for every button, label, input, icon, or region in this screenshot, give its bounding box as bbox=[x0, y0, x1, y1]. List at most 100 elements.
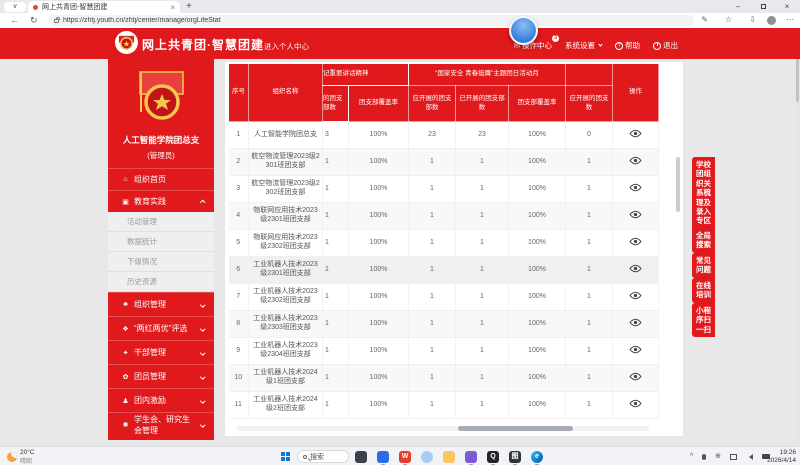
help-button[interactable]: ? 帮助 bbox=[615, 40, 640, 51]
done-count: 1 bbox=[455, 283, 509, 311]
address-bar[interactable]: https://zhtj.youth.cn/zhtj/center/manage… bbox=[48, 15, 694, 26]
coverage-1: 100% bbox=[348, 310, 409, 338]
view-detail-button[interactable] bbox=[612, 202, 659, 230]
sidebar-item[interactable]: ✿ 团员管理 bbox=[108, 364, 214, 388]
logout-button[interactable]: 退出 bbox=[653, 40, 678, 51]
reload-button[interactable]: ↻ bbox=[30, 15, 38, 25]
explorer-icon[interactable] bbox=[443, 451, 455, 463]
view-detail-button[interactable] bbox=[612, 283, 659, 311]
app-blue-icon[interactable] bbox=[377, 451, 389, 463]
extension-icon[interactable]: ✎ bbox=[701, 15, 708, 24]
browser-tab[interactable]: 网上共青团-智慧团建 × bbox=[28, 1, 180, 13]
favorites-star-icon[interactable]: ☆ bbox=[724, 15, 732, 24]
site-security-icon[interactable] bbox=[54, 16, 60, 23]
purple-app-icon[interactable] bbox=[465, 451, 477, 463]
due-count: 1 bbox=[408, 391, 456, 419]
view-detail-button[interactable] bbox=[612, 229, 659, 257]
url-text: https://zhtj.youth.cn/zhtj/center/manage… bbox=[63, 17, 221, 24]
speaker-icon[interactable] bbox=[746, 453, 753, 460]
system-settings-button[interactable]: 系统设置 bbox=[565, 40, 603, 51]
edge-icon[interactable]: e bbox=[531, 451, 543, 463]
taskbar-search[interactable]: 搜索 bbox=[297, 450, 349, 463]
clipped-branch-count: 1 bbox=[322, 256, 349, 284]
page-scrollbar[interactable] bbox=[795, 28, 800, 446]
subcol-branch-count-clipped: 的团支部数 bbox=[322, 85, 349, 122]
quick-tab[interactable]: 小程序扫一扫 bbox=[692, 303, 715, 338]
coverage-1: 100% bbox=[348, 229, 409, 257]
view-detail-button[interactable] bbox=[612, 364, 659, 392]
taskview-icon[interactable] bbox=[355, 451, 367, 463]
quick-tab[interactable]: 常见问题 bbox=[692, 253, 715, 278]
eye-icon bbox=[629, 345, 642, 353]
tab-search-button[interactable]: ∨ bbox=[4, 2, 26, 12]
new-tab-button[interactable]: + bbox=[186, 1, 192, 12]
quick-tab[interactable]: 在线培训 bbox=[692, 278, 715, 303]
battery-icon[interactable] bbox=[762, 454, 770, 459]
floating-ball-widget[interactable] bbox=[509, 16, 538, 45]
table-vertical-scrollbar[interactable] bbox=[676, 157, 680, 212]
back-button[interactable]: ← bbox=[10, 15, 19, 25]
eye-icon bbox=[629, 318, 642, 326]
action-center-button[interactable]: ✉ 操作中心 3 bbox=[514, 35, 559, 51]
menu-item-icon: ✿ bbox=[122, 373, 129, 381]
sidebar-item[interactable]: ♟ 团内激励 bbox=[108, 388, 214, 412]
view-detail-button[interactable] bbox=[612, 391, 659, 419]
page-scrollbar-thumb[interactable] bbox=[796, 30, 799, 102]
profile-avatar[interactable] bbox=[767, 16, 776, 25]
chevron-down-icon bbox=[199, 422, 205, 427]
table-horizontal-scrollbar-thumb[interactable] bbox=[458, 426, 573, 431]
org-name: 工业机器人技术2024级1班团支部 bbox=[248, 364, 323, 392]
view-detail-button[interactable] bbox=[612, 337, 659, 365]
view-detail-button[interactable] bbox=[612, 310, 659, 338]
window-maximize-button[interactable] bbox=[753, 0, 773, 13]
window-tray-icon[interactable] bbox=[730, 453, 737, 460]
tab-close-icon[interactable]: × bbox=[170, 2, 175, 12]
quick-tab[interactable]: 全局搜索 bbox=[692, 228, 715, 253]
wps-icon[interactable]: W bbox=[399, 451, 411, 463]
tray-chevron-icon[interactable]: ^ bbox=[689, 453, 694, 460]
start-button[interactable] bbox=[281, 452, 290, 461]
view-detail-button[interactable] bbox=[612, 148, 659, 176]
weather-widget[interactable]: 20°C 晴朗 bbox=[7, 449, 35, 465]
submenu-item[interactable]: 数据统计 bbox=[108, 232, 214, 252]
league-emblem-icon bbox=[118, 35, 135, 50]
weather-temp: 20°C bbox=[20, 449, 35, 456]
quick-tab[interactable]: 学校团组织关系梳理及录入专区 bbox=[692, 157, 715, 240]
group-header-speech-spirit: 记重要讲话精神 bbox=[322, 63, 409, 86]
network-globe-icon[interactable]: ⊕ bbox=[715, 453, 721, 460]
browser-menu-icon[interactable]: ⋯ bbox=[786, 15, 794, 24]
microphone-icon[interactable] bbox=[702, 453, 707, 460]
view-detail-button[interactable] bbox=[612, 256, 659, 284]
sidebar-item-org-home[interactable]: ⌂ 组织首页 bbox=[108, 168, 214, 190]
header-actions: ✉ 操作中心 3 系统设置 ? 帮助 退出 bbox=[514, 35, 678, 51]
enter-personal-center-link[interactable]: 进入个人中心 bbox=[264, 42, 309, 51]
row-index: 2 bbox=[228, 148, 249, 176]
table-horizontal-scrollbar[interactable] bbox=[237, 426, 649, 431]
window-close-button[interactable]: × bbox=[784, 2, 790, 11]
due2-count: 1 bbox=[565, 283, 613, 311]
row-index: 11 bbox=[228, 391, 249, 419]
coverage-2: 100% bbox=[508, 121, 566, 149]
sidebar-item[interactable]: ♣ 组织管理 bbox=[108, 292, 214, 316]
org-name: 工业机器人技术2023级2303班团支部 bbox=[248, 310, 323, 338]
view-detail-button[interactable] bbox=[612, 175, 659, 203]
bing-icon[interactable] bbox=[421, 451, 433, 463]
subcol-coverage-2: 团支部覆盖率 bbox=[508, 85, 566, 122]
submenu-item[interactable]: 活动管理 bbox=[108, 212, 214, 232]
sidebar-item-edu-practice[interactable]: ▣ 教育实践 bbox=[108, 190, 214, 212]
table-row: 1 人工智能学院团总支 3 100% 23 23 100% 0 bbox=[228, 121, 659, 149]
view-detail-button[interactable] bbox=[612, 121, 659, 149]
qq-icon[interactable]: Q bbox=[487, 451, 499, 463]
group-header-clipped bbox=[565, 63, 613, 86]
submenu-item[interactable]: 下级情况 bbox=[108, 252, 214, 272]
logout-label: 退出 bbox=[663, 41, 678, 50]
capture-icon[interactable]: 图 bbox=[509, 451, 521, 463]
submenu-item[interactable]: 历史资源 bbox=[108, 272, 214, 292]
window-minimize-button[interactable]: – bbox=[735, 2, 741, 11]
taskbar-clock[interactable]: 19:26 2026/4/14 bbox=[767, 449, 796, 465]
sidebar-item[interactable]: ✦ 干部管理 bbox=[108, 340, 214, 364]
collections-icon[interactable]: ⇩ bbox=[749, 15, 756, 24]
sidebar-item[interactable]: ❖ “两红两优”评选 bbox=[108, 316, 214, 340]
sidebar-item[interactable]: ✺ 学生会、研究生会管理 bbox=[108, 412, 214, 436]
row-index: 1 bbox=[228, 121, 249, 149]
